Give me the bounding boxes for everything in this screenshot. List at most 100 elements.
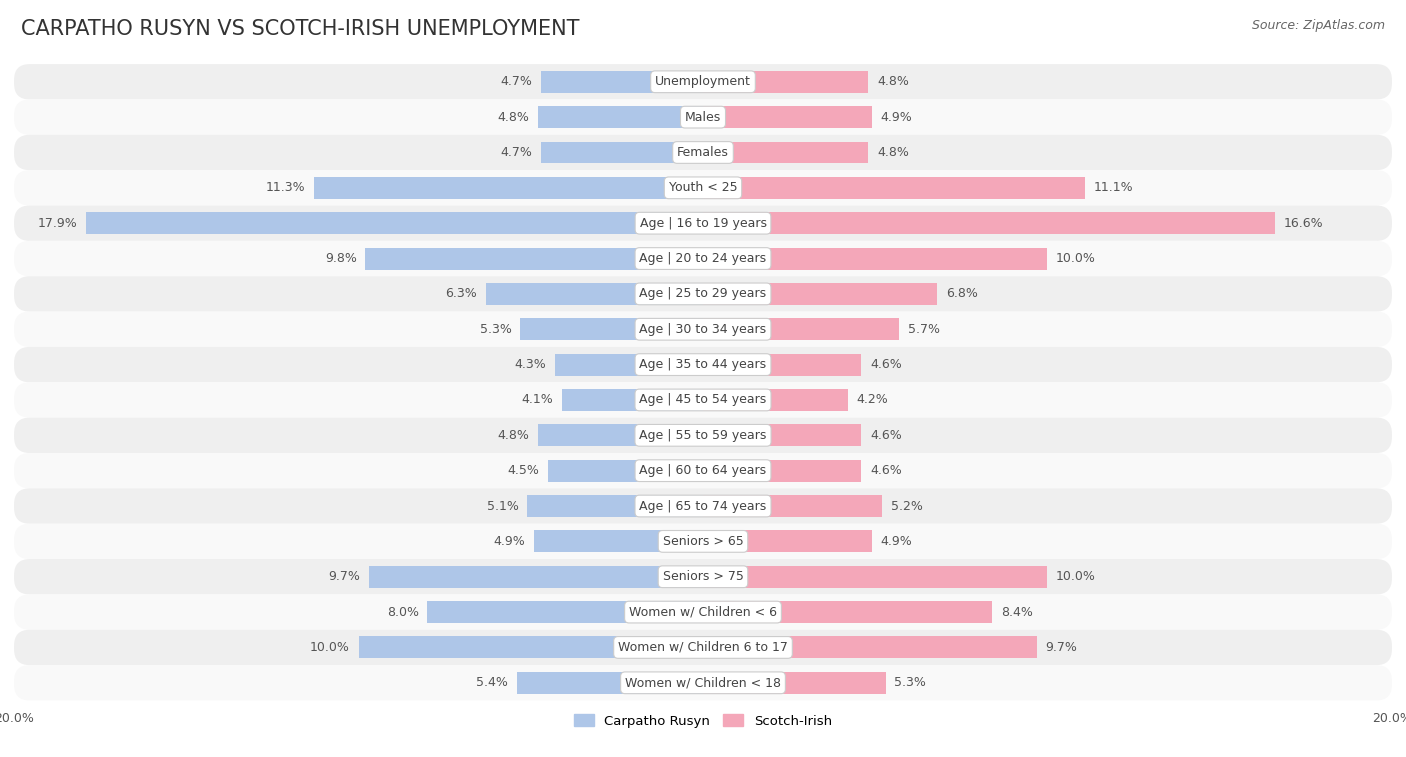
Bar (703, 531, 872, 553)
Text: Age | 60 to 64 years: Age | 60 to 64 years (640, 464, 766, 477)
Bar (562, 389, 703, 411)
Text: Source: ZipAtlas.com: Source: ZipAtlas.com (1251, 19, 1385, 32)
Text: 10.0%: 10.0% (1056, 570, 1095, 583)
Text: Females: Females (678, 146, 728, 159)
Text: Age | 16 to 19 years: Age | 16 to 19 years (640, 217, 766, 229)
Text: Seniors > 75: Seniors > 75 (662, 570, 744, 583)
Bar (703, 142, 869, 164)
Text: Age | 35 to 44 years: Age | 35 to 44 years (640, 358, 766, 371)
Text: Age | 55 to 59 years: Age | 55 to 59 years (640, 428, 766, 442)
FancyBboxPatch shape (14, 99, 1392, 135)
Text: 5.3%: 5.3% (894, 676, 927, 690)
Text: Youth < 25: Youth < 25 (669, 182, 737, 195)
Bar (703, 459, 862, 481)
FancyBboxPatch shape (14, 382, 1392, 418)
Text: 4.6%: 4.6% (870, 428, 901, 442)
Text: 9.8%: 9.8% (325, 252, 357, 265)
Text: 4.8%: 4.8% (498, 111, 529, 123)
Bar (427, 601, 703, 623)
Text: Age | 30 to 34 years: Age | 30 to 34 years (640, 322, 766, 336)
Text: 8.4%: 8.4% (1001, 606, 1033, 618)
Bar (703, 637, 1038, 659)
Text: 4.9%: 4.9% (494, 535, 526, 548)
Text: Women w/ Children 6 to 17: Women w/ Children 6 to 17 (619, 641, 787, 654)
Text: 11.3%: 11.3% (266, 182, 305, 195)
FancyBboxPatch shape (14, 170, 1392, 205)
Bar (541, 142, 703, 164)
Text: 9.7%: 9.7% (329, 570, 360, 583)
Text: Age | 25 to 29 years: Age | 25 to 29 years (640, 288, 766, 301)
Bar (314, 177, 703, 199)
Bar (703, 672, 886, 693)
Text: 9.7%: 9.7% (1046, 641, 1077, 654)
Text: 5.3%: 5.3% (479, 322, 512, 336)
Bar (703, 71, 869, 93)
Text: 4.8%: 4.8% (498, 428, 529, 442)
Text: 4.9%: 4.9% (880, 535, 912, 548)
Text: 4.3%: 4.3% (515, 358, 547, 371)
Text: 4.2%: 4.2% (856, 394, 889, 407)
Bar (703, 248, 1047, 269)
Text: 11.1%: 11.1% (1094, 182, 1133, 195)
Text: Unemployment: Unemployment (655, 75, 751, 89)
FancyBboxPatch shape (14, 241, 1392, 276)
Text: 16.6%: 16.6% (1284, 217, 1323, 229)
Bar (703, 212, 1275, 234)
Bar (703, 425, 862, 447)
Text: Women w/ Children < 6: Women w/ Children < 6 (628, 606, 778, 618)
Text: 6.3%: 6.3% (446, 288, 478, 301)
Bar (368, 565, 703, 587)
Text: 4.9%: 4.9% (880, 111, 912, 123)
Bar (359, 637, 703, 659)
Text: 10.0%: 10.0% (1056, 252, 1095, 265)
Text: CARPATHO RUSYN VS SCOTCH-IRISH UNEMPLOYMENT: CARPATHO RUSYN VS SCOTCH-IRISH UNEMPLOYM… (21, 19, 579, 39)
Text: Age | 20 to 24 years: Age | 20 to 24 years (640, 252, 766, 265)
FancyBboxPatch shape (14, 347, 1392, 382)
Bar (703, 495, 882, 517)
FancyBboxPatch shape (14, 418, 1392, 453)
Text: 4.1%: 4.1% (522, 394, 553, 407)
Text: 4.5%: 4.5% (508, 464, 540, 477)
FancyBboxPatch shape (14, 205, 1392, 241)
Text: 5.2%: 5.2% (891, 500, 922, 512)
Bar (548, 459, 703, 481)
FancyBboxPatch shape (14, 312, 1392, 347)
Legend: Carpatho Rusyn, Scotch-Irish: Carpatho Rusyn, Scotch-Irish (569, 709, 837, 733)
Text: 4.6%: 4.6% (870, 358, 901, 371)
Bar (366, 248, 703, 269)
Text: 4.8%: 4.8% (877, 146, 908, 159)
Bar (534, 531, 703, 553)
Bar (703, 601, 993, 623)
FancyBboxPatch shape (14, 488, 1392, 524)
Text: Age | 45 to 54 years: Age | 45 to 54 years (640, 394, 766, 407)
Text: 4.8%: 4.8% (877, 75, 908, 89)
Bar (541, 71, 703, 93)
Text: 17.9%: 17.9% (38, 217, 77, 229)
FancyBboxPatch shape (14, 64, 1392, 99)
Text: Males: Males (685, 111, 721, 123)
FancyBboxPatch shape (14, 594, 1392, 630)
Bar (555, 354, 703, 375)
Bar (537, 106, 703, 128)
FancyBboxPatch shape (14, 524, 1392, 559)
Text: 4.6%: 4.6% (870, 464, 901, 477)
Bar (86, 212, 703, 234)
Bar (703, 177, 1085, 199)
Text: 8.0%: 8.0% (387, 606, 419, 618)
Bar (703, 389, 848, 411)
Bar (520, 318, 703, 340)
Bar (537, 425, 703, 447)
Text: 5.7%: 5.7% (908, 322, 941, 336)
Text: Seniors > 65: Seniors > 65 (662, 535, 744, 548)
Text: 5.1%: 5.1% (486, 500, 519, 512)
Bar (527, 495, 703, 517)
Bar (703, 106, 872, 128)
Bar (703, 318, 900, 340)
FancyBboxPatch shape (14, 630, 1392, 665)
Text: 4.7%: 4.7% (501, 146, 533, 159)
Bar (703, 354, 862, 375)
FancyBboxPatch shape (14, 276, 1392, 312)
FancyBboxPatch shape (14, 559, 1392, 594)
Text: 4.7%: 4.7% (501, 75, 533, 89)
Text: 10.0%: 10.0% (311, 641, 350, 654)
